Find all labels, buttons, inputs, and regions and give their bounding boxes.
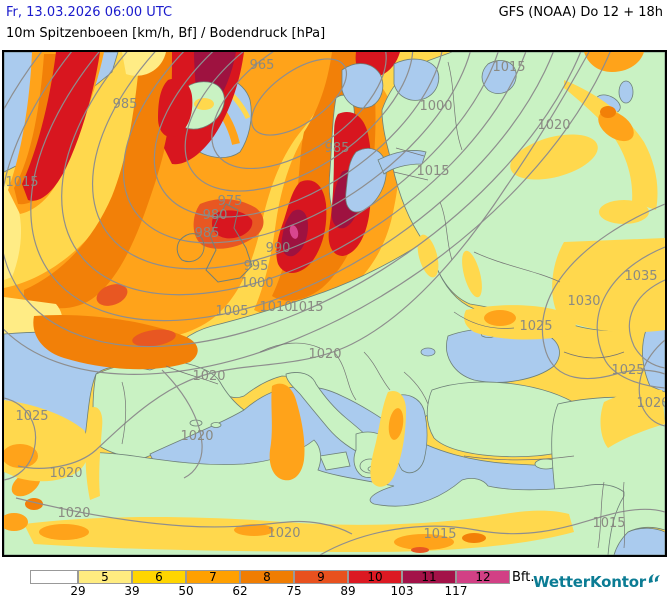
wetterkontor-logo-text: WetterKontor xyxy=(533,573,646,591)
isobar-label: 1015 xyxy=(492,60,525,75)
legend-box-below-5 xyxy=(30,570,78,584)
isobar-label: 985 xyxy=(195,226,220,241)
legend-box-bf11: 11 xyxy=(402,570,456,584)
isobar-label: 1025 xyxy=(519,319,552,334)
legend-box-bf8: 8 xyxy=(240,570,294,584)
isobar-label: 1015 xyxy=(290,300,323,315)
iceland xyxy=(158,78,225,138)
map-parameter-title: 10m Spitzenboeen [km/h, Bf] / Bodendruck… xyxy=(6,26,326,41)
isobar-label: 1005 xyxy=(215,304,248,319)
isobar-label: 980 xyxy=(203,208,228,223)
wetterkontor-logo[interactable]: WetterKontor xyxy=(533,573,661,591)
isobar-label: 1020 xyxy=(267,526,300,541)
isobar-label: 1010 xyxy=(259,300,292,315)
isobar-label: 985 xyxy=(325,141,350,156)
legend-box-bf9: 9 xyxy=(294,570,348,584)
legend-kmh-tick: 117 xyxy=(444,584,468,598)
isobar-label: 985 xyxy=(113,97,138,112)
coastline-overlays xyxy=(176,203,253,283)
isobar-label: 1020 xyxy=(57,506,90,521)
legend-kmh-tick: 39 xyxy=(124,584,140,598)
isobar-label: 1035 xyxy=(624,269,657,284)
isobar-label: 1025 xyxy=(611,363,644,378)
gust-streaks-west xyxy=(33,180,327,370)
model-run-label: GFS (NOAA) Do 12 + 18h xyxy=(498,5,663,20)
isobar-label: 1000 xyxy=(240,276,273,291)
legend-kmh-tick: 29 xyxy=(70,584,86,598)
isobar-label: 1000 xyxy=(419,99,452,114)
weather-map: 985 965 1015 975 980 985 990 995 1000 10… xyxy=(2,50,667,557)
legend-box-bf6: 6 xyxy=(132,570,186,584)
isobar-labels: 985 965 1015 975 980 985 990 995 1000 10… xyxy=(5,58,665,542)
isobar-label: 1020 xyxy=(49,466,82,481)
isobar-label: 965 xyxy=(250,58,275,73)
legend-unit-label: Bft. xyxy=(512,570,535,585)
legend-kmh-tick: 50 xyxy=(178,584,194,598)
isobar-label: 1020 xyxy=(537,118,570,133)
isobar-label: 1025 xyxy=(15,409,48,424)
isobar-label: 1020 xyxy=(192,369,225,384)
isobar-label: 1015 xyxy=(423,527,456,542)
isobar-label: 1015 xyxy=(416,164,449,179)
isobar-label: 1020 xyxy=(180,429,213,444)
legend-box-bf10: 10 xyxy=(348,570,402,584)
isobar-label: 1015 xyxy=(592,516,625,531)
legend-box-bf7: 7 xyxy=(186,570,240,584)
legend-kmh-tick: 89 xyxy=(340,584,356,598)
isobar-label: 1015 xyxy=(5,175,38,190)
legend-kmh-tick: 103 xyxy=(390,584,414,598)
isobar-label: 1020 xyxy=(308,347,341,362)
isobar-label: 1020 xyxy=(636,396,665,411)
legend-kmh-tick: 62 xyxy=(232,584,248,598)
isobar-lines xyxy=(4,52,665,555)
legend-box-bf5: 5 xyxy=(78,570,132,584)
forecast-datetime: Fr, 13.03.2026 06:00 UTC xyxy=(6,5,173,20)
isobar-label: 975 xyxy=(218,194,243,209)
isobar-label: 1030 xyxy=(567,294,600,309)
wetterkontor-logo-icon xyxy=(648,574,660,583)
country-borders xyxy=(121,61,625,549)
isobar-label: 995 xyxy=(244,259,269,274)
legend-kmh-tick: 75 xyxy=(286,584,302,598)
isobar-label: 990 xyxy=(266,241,291,256)
legend-box-bf12: 12 xyxy=(456,570,510,584)
